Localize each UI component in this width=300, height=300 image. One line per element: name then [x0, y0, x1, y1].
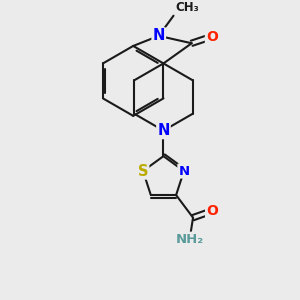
- Text: O: O: [206, 204, 218, 218]
- Text: N: N: [152, 28, 165, 44]
- Text: O: O: [206, 29, 218, 44]
- Text: S: S: [138, 164, 148, 178]
- Text: CH₃: CH₃: [176, 1, 199, 14]
- Text: N: N: [157, 123, 170, 138]
- Text: NH₂: NH₂: [176, 233, 204, 246]
- Text: N: N: [178, 164, 190, 178]
